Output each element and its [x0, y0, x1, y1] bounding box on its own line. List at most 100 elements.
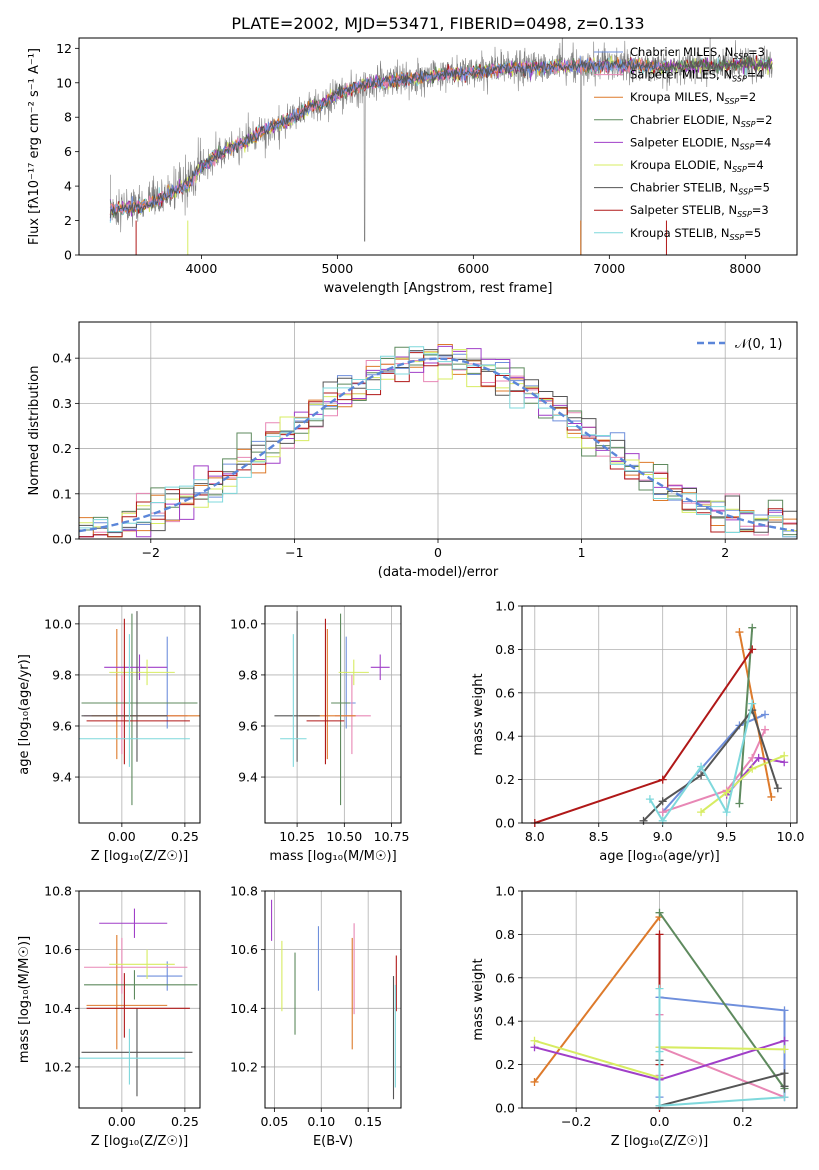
weight-marker — [655, 930, 664, 939]
legend: Chabrier MILES, NSSP=3 Salpeter MILES, NS… — [594, 45, 772, 242]
y-tick-label: 10.6 — [230, 942, 258, 957]
y-tick-label: 0.8 — [495, 927, 515, 942]
y-tick-label: 0.8 — [495, 642, 515, 657]
x-tick-label: 5000 — [321, 261, 353, 276]
y-tick-label: 0.2 — [52, 441, 72, 456]
legend-label: Chabrier MILES, NSSP=3 — [630, 45, 765, 61]
weight-marker — [748, 699, 757, 708]
y-axis-label: Normed distribution — [27, 366, 42, 496]
weight-marker — [735, 628, 744, 637]
y-tick-label: 0.0 — [52, 532, 72, 547]
axes-mass_vs_ebv: 0.05 0.10 0.15 10.2 10.4 10.6 10.8 E(B-V) — [230, 884, 401, 1149]
weight-marker — [767, 792, 776, 801]
legend-label: Kroupa MILES, NSSP=2 — [630, 90, 756, 106]
y-tick-label: 12 — [56, 41, 72, 56]
x-axis-label: wavelength [Angstrom, rest frame] — [324, 281, 553, 296]
x-axis-label: E(B-V) — [313, 1134, 353, 1149]
histogram-kroupa_stelib — [79, 346, 797, 538]
axes-spectrum: 4000 5000 6000 7000 8000 0 2 4 6 8 10 12 wavelength … — [27, 38, 773, 296]
plot-frame — [78, 37, 798, 256]
errorbar-kroupa_stelib — [79, 1028, 185, 1085]
x-tick-label: 0 — [434, 545, 442, 560]
y-tick-label: 0.0 — [495, 1101, 515, 1116]
weight-marker — [780, 1069, 789, 1078]
errorbar-salpeter_stelib — [86, 618, 190, 765]
y-tick-label: 0.1 — [52, 486, 72, 501]
weight-line-kroupa_miles — [533, 916, 661, 1083]
axes-age_vs_Z: 0.00 0.25 9.4 9.6 9.8 10.0 Z [log₁₀(Z/Z☉)] age … — [17, 606, 200, 864]
y-tick-label: 6 — [64, 144, 72, 159]
y-tick-label: 10.8 — [44, 884, 72, 899]
y-tick-label: 10.4 — [230, 1001, 258, 1016]
x-axis-label: (data-model)/error — [378, 565, 499, 580]
weight-marker — [780, 1093, 789, 1102]
y-axis-label: Flux [fλ10⁻¹⁷ erg cm⁻² s⁻¹ A⁻¹] — [27, 48, 42, 245]
y-tick-label: 9.4 — [52, 770, 72, 785]
weight-marker — [748, 764, 757, 773]
x-tick-label: 0.00 — [108, 829, 136, 844]
weight-marker — [697, 762, 706, 771]
x-axis-label: Z [log₁₀(Z/Z☉)] — [91, 849, 188, 864]
weight-marker — [658, 808, 667, 817]
weight-marker — [655, 984, 664, 993]
errorbar-salpeter_elodie — [104, 654, 168, 681]
legend-label: Salpeter STELIB, NSSP=3 — [630, 203, 769, 219]
x-tick-label: 10.75 — [374, 829, 410, 844]
plots-layer: 4000 5000 6000 7000 8000024681012wavelength … — [17, 37, 805, 1149]
y-tick-label: 9.4 — [238, 770, 258, 785]
weight-marker — [780, 1082, 789, 1091]
plot-frame — [78, 890, 201, 1109]
x-tick-label: 0.0 — [650, 1114, 670, 1129]
legend-label: Kroupa STELIB, NSSP=5 — [630, 226, 761, 242]
x-tick-label: 8000 — [729, 261, 761, 276]
y-tick-label: 4 — [64, 179, 72, 194]
errorbar-kroupa_miles — [86, 934, 168, 1050]
x-axis-label: Z [log₁₀(Z/Z☉)] — [91, 1134, 188, 1149]
errorbar-kroupa_elodie — [109, 659, 175, 686]
y-axis-label: mass [log₁₀(M/M☉)] — [17, 936, 32, 1063]
errorbar-salpeter_elodie — [99, 908, 168, 938]
model-fit-chabrier_stelib — [109, 55, 773, 219]
plot-frame — [78, 321, 798, 540]
x-tick-label: −0.2 — [561, 1114, 591, 1129]
plot-frame — [264, 890, 402, 1109]
y-axis-label: mass weight — [471, 673, 486, 755]
x-tick-label: 0.05 — [260, 1114, 288, 1129]
weight-line-salpeter_miles — [662, 729, 766, 814]
legend-label: Chabrier ELODIE, NSSP=2 — [630, 113, 772, 129]
errorbar-kroupa_elodie — [109, 949, 175, 979]
y-tick-label: 0.4 — [495, 729, 515, 744]
x-axis-label: age [log₁₀(age/yr)] — [599, 849, 720, 864]
weight-marker — [773, 784, 782, 793]
weight-marker — [761, 725, 770, 734]
axes-mass_vs_Z: 0.00 0.25 10.2 10.4 10.6 10.8 Z [log₁₀(Z/Z☉)] m… — [17, 884, 200, 1149]
weight-marker — [761, 710, 770, 719]
weight-marker — [722, 788, 731, 797]
x-tick-label: 0.15 — [354, 1114, 382, 1129]
y-tick-label: 0.6 — [495, 685, 515, 700]
errorbar-salpeter_stelib — [306, 618, 345, 765]
weight-marker — [655, 1047, 664, 1056]
x-tick-label: 2 — [721, 545, 729, 560]
axes-residuals: −2 −1 0 1 2 0.0 0.1 0.2 0.3 0.4 (data-model)/error… — [27, 322, 797, 580]
x-tick-label: 0.10 — [307, 1114, 335, 1129]
plot-frame — [521, 890, 798, 1109]
errorbar-chabrier_stelib — [81, 1008, 193, 1097]
axes-weight_vs_age: 8.0 8.5 9.0 9.5 10.0 0.0 0.2 0.4 0.6 0.8 1.0 age [l… — [471, 599, 805, 865]
y-tick-label: 0.4 — [52, 351, 72, 366]
legend-label: Chabrier STELIB, NSSP=5 — [630, 181, 770, 197]
weight-marker — [780, 1045, 789, 1054]
y-tick-label: 10.2 — [44, 1059, 72, 1074]
weight-line-kroupa_stelib — [658, 988, 785, 1107]
normal-distribution-curve — [78, 357, 795, 533]
y-tick-label: 0.2 — [495, 772, 515, 787]
errorbar-salpeter_stelib — [86, 973, 190, 1038]
y-tick-label: 1.0 — [495, 884, 515, 899]
y-tick-label: 8 — [64, 110, 72, 125]
x-tick-label: 10.25 — [279, 829, 315, 844]
errorbar-kroupa_stelib — [79, 634, 190, 767]
weight-marker — [780, 1036, 789, 1045]
y-tick-label: 10.4 — [44, 1001, 72, 1016]
